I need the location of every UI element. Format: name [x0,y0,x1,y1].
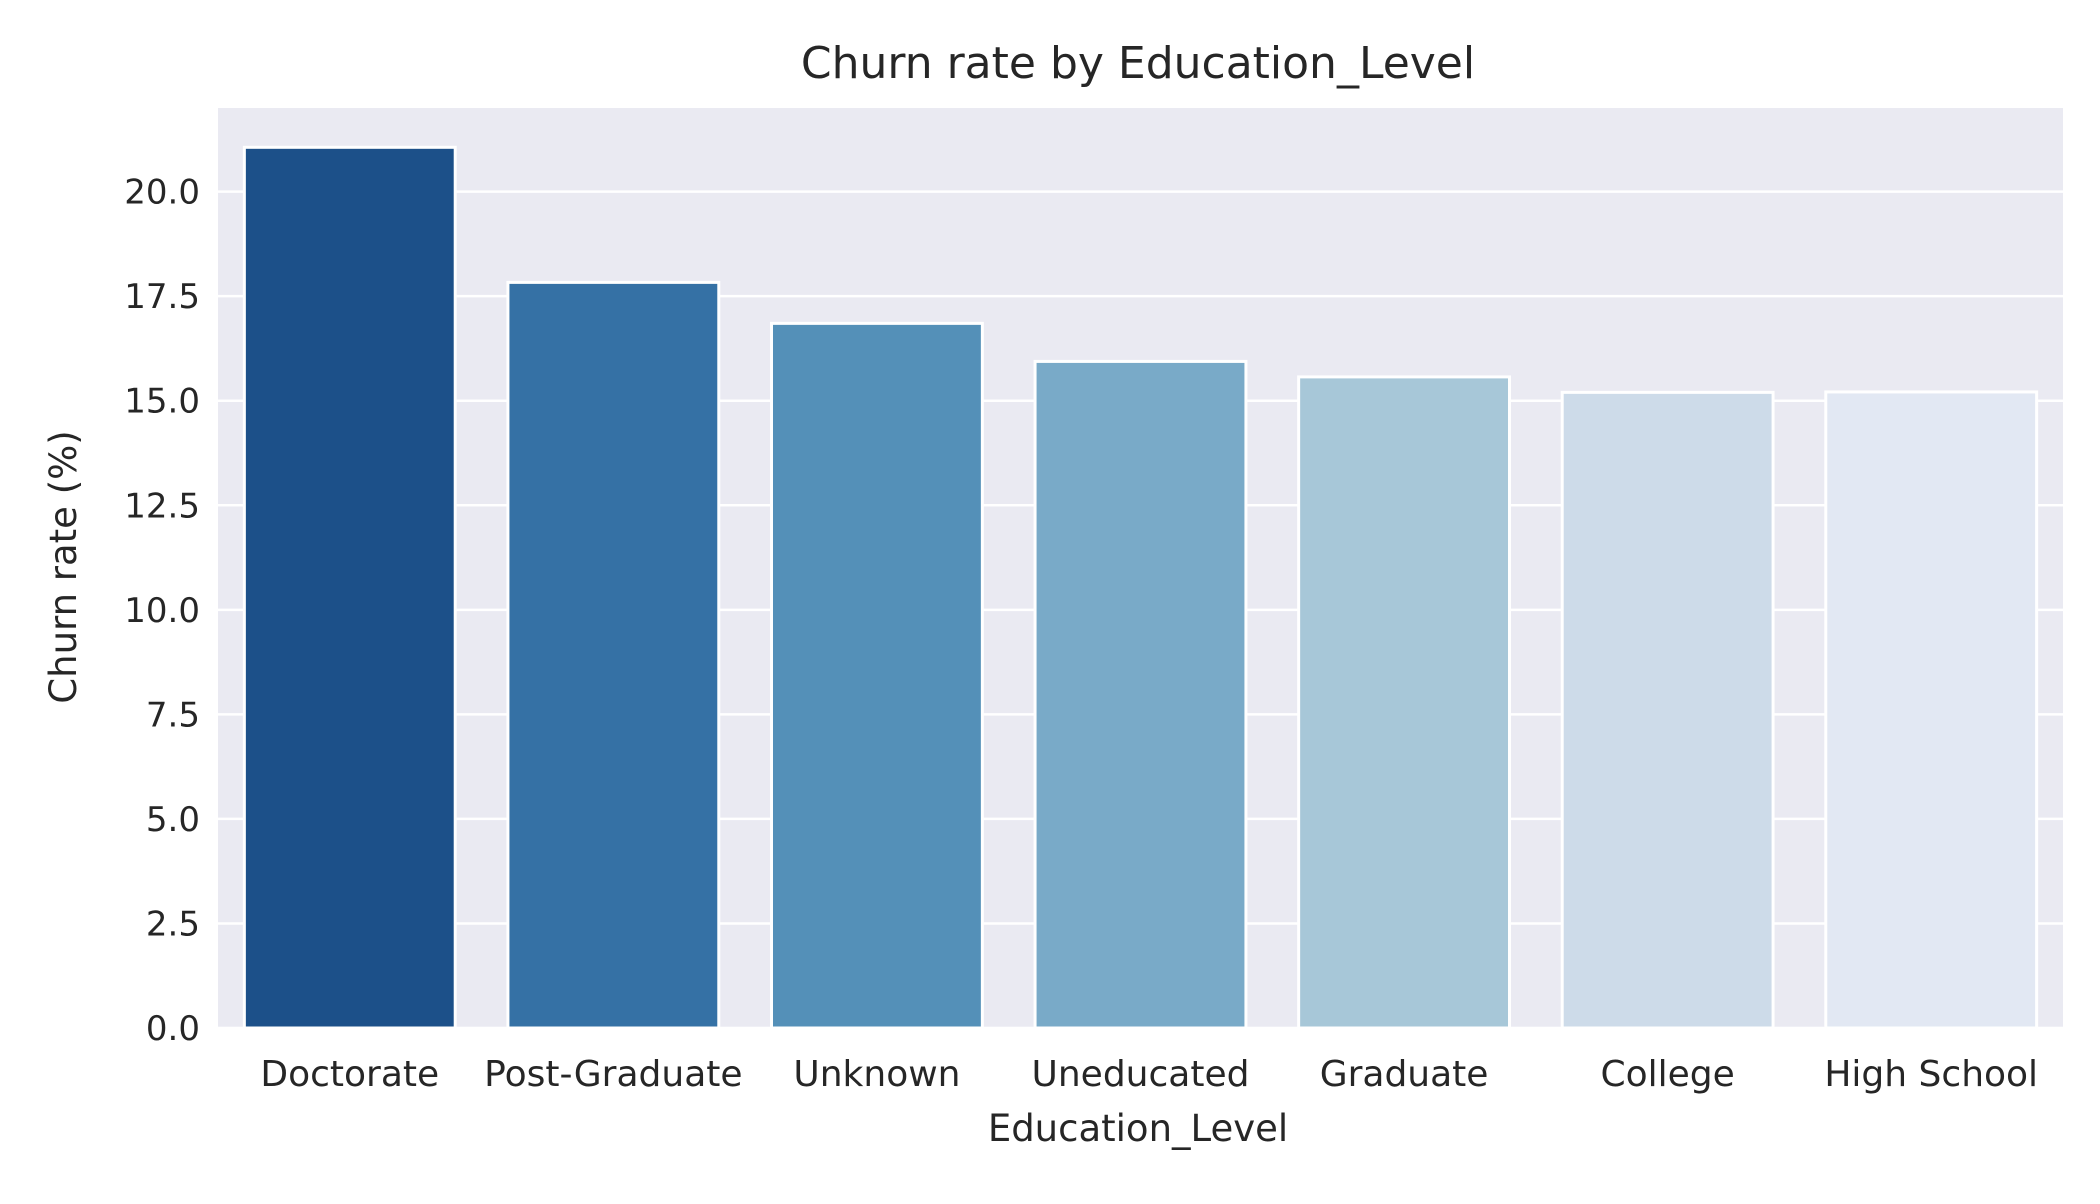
y-tick-label: 20.0 [124,173,200,213]
x-tick-label: College [1600,1054,1734,1095]
x-tick-label: Doctorate [260,1054,439,1095]
x-tick-label: Uneducated [1032,1054,1250,1095]
x-tick-label: High School [1824,1054,2038,1095]
y-axis-label: Churn rate (%) [42,430,85,703]
y-tick-label: 2.5 [146,904,200,944]
bar-uneducated [1033,359,1248,1030]
bars [242,145,2039,1030]
bar-graduate [1297,375,1511,1030]
x-tick-label: Unknown [793,1054,960,1095]
y-tick-label: 7.5 [146,695,200,735]
chart-title: Churn rate by Education_Level [801,38,1475,89]
x-tick-labels: Doctorate Post-Graduate Unknown Uneducated G… [260,1054,2038,1095]
x-tick-label: Post-Graduate [484,1054,742,1095]
y-tick-labels: 0.0 2.5 5.0 7.5 10.0 12.5 15.0 17.5 20.0 [124,173,200,1049]
y-tick-label: 0.0 [146,1009,200,1049]
bar-college [1560,390,1775,1030]
bar-high-school [1824,390,2039,1030]
x-axis-label: Education_Level [988,1107,1288,1150]
y-tick-label: 12.5 [124,486,200,526]
bar-doctorate [242,145,457,1030]
y-tick-label: 5.0 [146,800,200,840]
bar-post-graduate [506,280,721,1030]
y-tick-label: 10.0 [124,591,200,631]
y-tick-label: 17.5 [124,277,200,317]
x-tick-label: Graduate [1320,1054,1489,1095]
bar-unknown [770,321,984,1030]
y-tick-label: 15.0 [124,382,200,422]
